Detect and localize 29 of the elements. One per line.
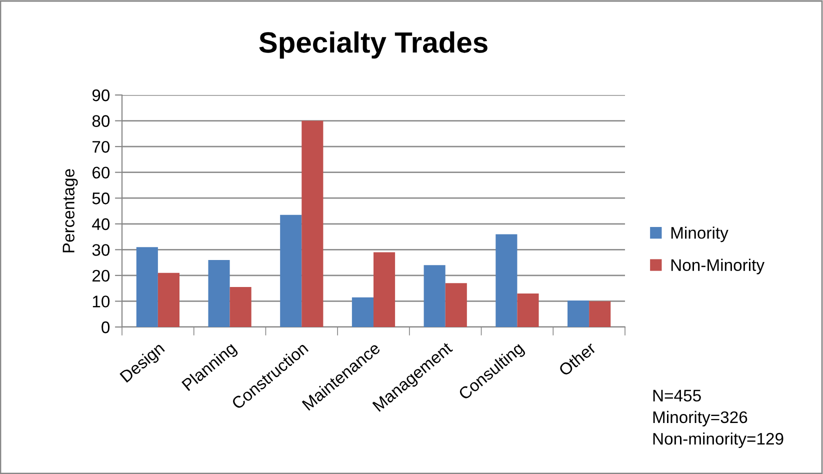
y-tick-label: 50 [92, 192, 110, 204]
y-tick-label: 20 [92, 270, 110, 282]
bar [589, 301, 611, 327]
chart-title: Specialty Trades [259, 31, 488, 59]
legend-label: Non-Minority [671, 258, 764, 274]
text: N=455 Minority=326 Non-minority=129 [653, 390, 784, 448]
bar [445, 283, 467, 327]
bar [230, 287, 252, 327]
y-axis-title: Percentage [62, 169, 78, 252]
bar [424, 265, 446, 327]
y-tick-label: 0 [102, 321, 110, 334]
legend-label: Minority [671, 226, 728, 242]
y-tick-label: 80 [92, 115, 110, 127]
bar [302, 120, 324, 327]
bar [158, 272, 180, 327]
y-tick-label: 40 [92, 218, 110, 230]
bar [374, 252, 396, 327]
y-tick-label: 70 [92, 140, 110, 153]
y-tick-label: 30 [92, 244, 110, 256]
bar [496, 234, 518, 327]
bar [568, 300, 590, 327]
bar [136, 247, 158, 327]
bar [352, 297, 374, 327]
bar [517, 293, 539, 327]
y-tick-label: 90 [92, 89, 110, 102]
y-tick-label: 10 [92, 296, 110, 308]
bar [208, 260, 230, 327]
y-tick-label: 60 [92, 166, 110, 179]
bar [280, 214, 302, 327]
